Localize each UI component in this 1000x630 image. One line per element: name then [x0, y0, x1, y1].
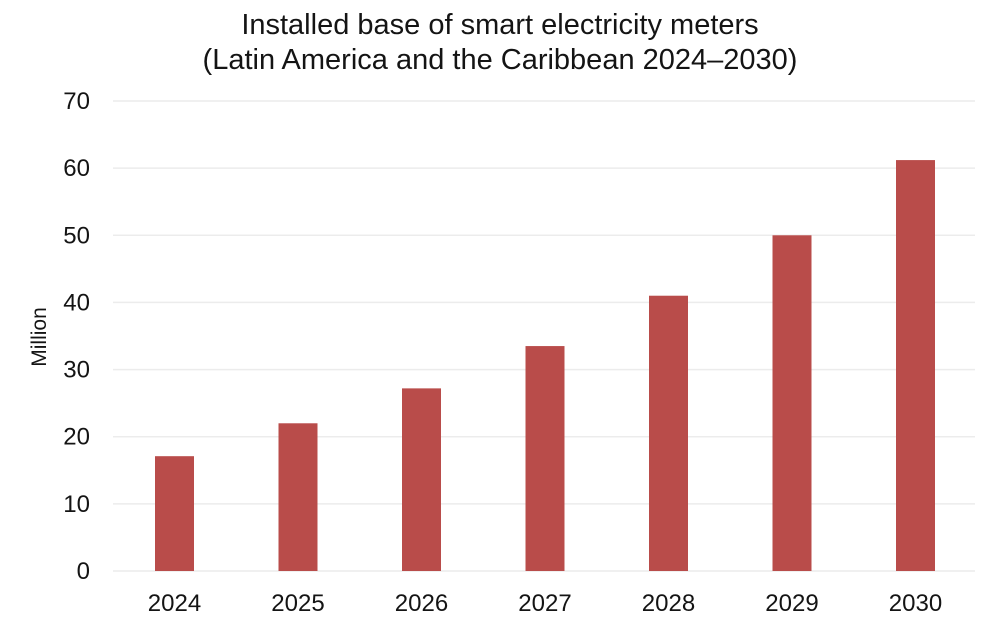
x-tick-label: 2028: [642, 590, 695, 617]
x-tick-label: 2030: [889, 590, 942, 617]
y-tick-label: 60: [63, 155, 90, 182]
x-tick-label: 2024: [148, 590, 201, 617]
y-tick-label: 30: [63, 357, 90, 384]
bar-2025: [278, 423, 318, 571]
bar-2024: [155, 456, 194, 571]
x-axis-ticks: 2024 2025 2026 2027 2028 2029 2030: [148, 590, 942, 617]
y-tick-label: 40: [63, 289, 90, 316]
y-axis-label: Million: [28, 307, 51, 367]
y-tick-label: 70: [63, 88, 90, 115]
x-tick-label: 2027: [518, 590, 571, 617]
chart-title: Installed base of smart electricity mete…: [241, 9, 759, 41]
bar-2029: [772, 235, 812, 572]
x-tick-label: 2029: [765, 590, 818, 617]
x-tick-label: 2025: [271, 590, 324, 617]
bar-2028: [649, 295, 688, 571]
y-axis-ticks: 0 10 20 30 40 50 60 70: [63, 88, 90, 585]
y-tick-label: 0: [77, 558, 90, 585]
bar-2030: [896, 160, 935, 572]
y-tick-label: 50: [63, 222, 90, 249]
y-tick-label: 20: [63, 424, 90, 451]
bars: [155, 160, 935, 572]
chart-subtitle: (Latin America and the Caribbean 2024–20…: [202, 44, 798, 76]
bar-2026: [402, 388, 441, 571]
bar-2027: [525, 346, 565, 571]
x-tick-label: 2026: [395, 590, 448, 617]
y-tick-label: 10: [63, 491, 90, 518]
